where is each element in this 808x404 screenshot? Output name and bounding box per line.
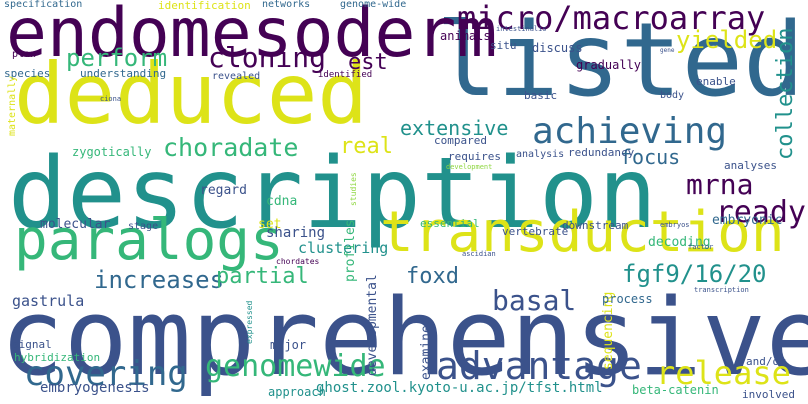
word-compared: compared: [434, 134, 487, 147]
word-est: est: [348, 50, 388, 75]
word-description: description: [8, 137, 658, 251]
word-vertebrate: vertebrate: [502, 225, 569, 238]
word-enable: enable: [696, 75, 736, 88]
word-beta-catenin: beta-catenin: [632, 383, 719, 397]
word-partial: partial: [216, 264, 309, 289]
word-gastrula: gastrula: [12, 292, 85, 310]
word-situ: situ: [490, 39, 517, 52]
word-clustering: clustering: [298, 239, 389, 257]
word-gradually: gradually: [576, 58, 642, 72]
word-embryogenesis: embryogenesis: [40, 380, 150, 396]
word-expressed: expressed: [245, 300, 254, 344]
word-gene: gene: [660, 47, 675, 54]
word-cdna: cdna: [266, 194, 298, 209]
word-examined: examined: [419, 317, 434, 380]
word-embryos: embryos: [660, 221, 690, 229]
word-paralogs: paralogs: [14, 208, 284, 273]
word-downstream: downstream: [562, 219, 629, 232]
word-networks: networks: [262, 0, 311, 10]
word-basal: basal: [492, 284, 577, 317]
word-identified: identified: [318, 70, 373, 80]
word-transcription: transcription: [694, 286, 749, 294]
word-fgf9-16-20: fgf9/16/20: [622, 260, 767, 288]
word-set: set: [258, 217, 282, 232]
word-understanding: understanding: [80, 67, 167, 80]
word-hybridization: hybridization: [14, 351, 101, 364]
word-specification: specification: [4, 0, 83, 10]
word-body: body: [660, 90, 685, 101]
word-choradate: choradate: [163, 133, 299, 162]
word-foxd: foxd: [406, 264, 459, 289]
word-developmental: developmental: [365, 274, 380, 376]
word-genomewide: genomewide: [205, 349, 386, 384]
word-analysis: analysis: [516, 149, 565, 160]
word-zygotically: zygotically: [72, 145, 152, 159]
word-mrna: mrna: [686, 168, 754, 201]
word-profiles: profiles: [343, 219, 358, 282]
word-collection: collection: [773, 27, 798, 160]
word-yielded: yielded: [676, 26, 778, 54]
word-animals: animals: [440, 29, 491, 43]
word-ghost-zool-kyoto-u-ac-jp-tfst-html: ghost.zool.kyoto-u.ac.jp/tfst.html: [316, 380, 603, 396]
word-ciona: ciona: [100, 95, 122, 103]
word-achieving: achieving: [532, 111, 728, 152]
word-signal: signal: [12, 338, 52, 351]
word-molecular: molecular: [40, 217, 111, 232]
word-development: development: [446, 163, 493, 171]
word-basic: basic: [524, 89, 558, 102]
word-perform: perform: [66, 44, 168, 72]
word-studies: studies: [349, 172, 358, 206]
word-approach: approach: [268, 385, 326, 399]
word-covering: covering: [24, 354, 188, 394]
word-analyses: analyses: [724, 159, 777, 172]
word-micro-macroarray: micro/macroarray: [457, 0, 766, 37]
word-intestinalis: intestinalis: [496, 25, 547, 33]
word-involved: involved: [742, 388, 795, 401]
word-stage: stage: [128, 221, 159, 232]
word-ready: ready: [715, 195, 806, 230]
word-comprehensive: comprehensive: [0, 276, 808, 399]
word-embryonic: embryonic: [712, 213, 783, 228]
word-genome-wide: genome-wide: [340, 0, 407, 10]
word-transduction: transduction: [380, 200, 785, 265]
word-focus: focus: [620, 145, 681, 169]
word-decoding: decoding: [648, 235, 711, 250]
word-process: process: [602, 292, 653, 306]
word-redundancy: redundancy: [568, 146, 635, 159]
word-major: major: [270, 338, 307, 352]
word-plan: plan: [12, 49, 37, 60]
word-extensive: extensive: [400, 116, 509, 140]
word-endomesoderm: endomesoderm: [6, 0, 498, 73]
word-regard: regard: [200, 183, 247, 198]
word-increases: increases: [94, 266, 225, 294]
word-factor: factor: [688, 243, 714, 251]
word-cloning: cloning: [208, 41, 327, 74]
word-essential: essential: [420, 217, 480, 230]
word-deduced: deduced: [14, 45, 369, 143]
word-maternally: maternally: [7, 75, 18, 136]
word-discuss: discuss: [532, 41, 583, 55]
word-chordates: chordates: [276, 257, 320, 266]
word-ascidian: ascidian: [462, 250, 496, 258]
word-listed: listed: [436, 1, 805, 120]
word-identification: identification: [158, 0, 251, 12]
word-revealed: revealed: [212, 71, 261, 82]
word-and-or: and/or: [746, 355, 786, 368]
word-species: species: [4, 67, 51, 80]
word-release: release: [656, 354, 791, 392]
word-requires: requires: [448, 150, 501, 163]
word-real: real: [340, 134, 393, 159]
word-advantage: advantage: [436, 344, 642, 388]
word-sharing: sharing: [266, 225, 326, 241]
